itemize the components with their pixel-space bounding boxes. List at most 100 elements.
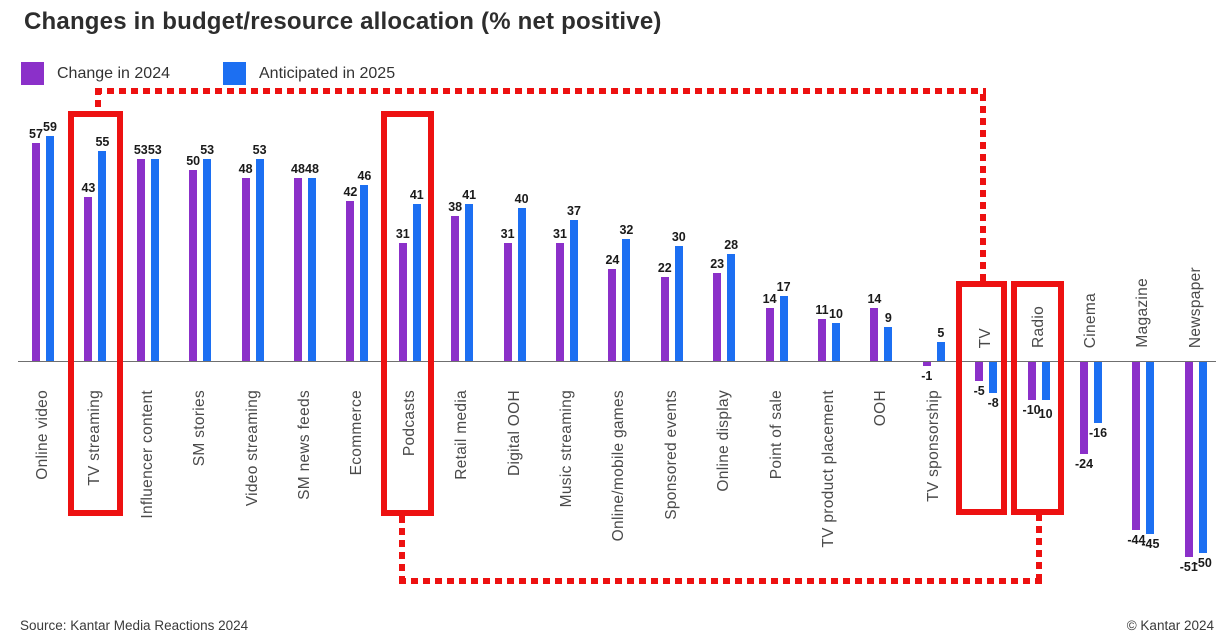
chart-title: Changes in budget/resource allocation (%… (24, 8, 662, 35)
bar-2025-sm-stories (203, 158, 212, 361)
category-label-online-mobile-games: Online/mobile games (610, 390, 628, 542)
value-label-2024-online-display: 23 (710, 257, 725, 272)
value-label-2024-ecommerce: 42 (343, 184, 358, 199)
value-label-2024-sm-stories: 50 (186, 154, 201, 168)
value-label-2025-online-mobile-games: 32 (619, 222, 634, 237)
value-label-2024-tv-product-placement: 11 (815, 302, 829, 317)
bar-2025-radio (1041, 362, 1050, 401)
value-label-2025-digital-ooh: 40 (514, 192, 529, 207)
highlight-box-tv-streaming (68, 111, 123, 516)
value-label-2025-ecommerce: 46 (357, 169, 372, 184)
bar-2025-online-display (727, 254, 736, 361)
bar-2025-tv-streaming (98, 150, 107, 361)
value-label-2024-point-of-sale: 14 (762, 291, 777, 306)
value-label-2024-tv-sponsorship: -1 (921, 368, 933, 383)
highlight-box-radio (1011, 281, 1064, 515)
dotted-connector-4 (399, 516, 405, 578)
bar-2025-video-streaming (255, 158, 264, 361)
bar-2025-sponsored-events (674, 246, 683, 361)
bar-2024-point-of-sale (765, 307, 774, 361)
value-label-2025-magazine: -45 (1141, 536, 1160, 551)
category-label-newspaper: Newspaper (1186, 266, 1204, 348)
bar-2024-sponsored-events (660, 276, 669, 361)
bar-2024-sm-stories (189, 170, 198, 361)
category-label-influencer-content: Influencer content (138, 390, 156, 519)
bar-2025-tv (989, 362, 998, 393)
value-label-2025-video-streaming: 53 (252, 142, 267, 157)
bar-2024-video-streaming (241, 177, 250, 361)
value-label-2025-tv-sponsorship: 5 (937, 325, 945, 340)
value-label-2025-tv: -8 (987, 395, 999, 410)
dotted-connector-1 (95, 88, 986, 94)
bar-2025-digital-ooh (517, 208, 526, 361)
bar-2025-point-of-sale (779, 296, 788, 361)
value-label-2025-point-of-sale: 17 (776, 280, 791, 295)
value-label-2024-retail-media: 38 (448, 199, 463, 214)
value-label-2025-retail-media: 41 (462, 188, 477, 203)
bar-2024-ecommerce (346, 200, 355, 361)
value-label-2025-online-display: 28 (724, 238, 739, 253)
category-label-cinema: Cinema (1082, 292, 1099, 348)
value-label-2025-sponsored-events: 30 (671, 230, 686, 245)
value-label-2024-ooh: 14 (867, 291, 882, 306)
value-label-2025-tv-product-placement: 10 (829, 306, 843, 321)
bar-2024-digital-ooh (503, 242, 512, 361)
value-label-2024-online-mobile-games: 24 (605, 253, 620, 268)
bar-2025-tv-product-placement (832, 322, 840, 361)
value-label-2025-radio: 10 (1038, 407, 1053, 422)
category-label-tv-sponsorship: TV sponsorship (924, 390, 942, 502)
value-label-2025-tv-streaming: 55 (95, 134, 110, 149)
value-label-2025-ooh: 9 (884, 310, 892, 325)
dotted-connector-2 (95, 88, 101, 113)
bar-2025-ooh (884, 326, 893, 361)
bar-2024-influencer-content (136, 158, 145, 361)
bar-2025-podcasts (412, 204, 421, 361)
bar-2025-cinema (1094, 362, 1102, 424)
category-label-ooh: OOH (872, 390, 890, 427)
value-label-2024-music-streaming: 31 (553, 226, 567, 241)
category-label-video-streaming: Video streaming (243, 390, 261, 507)
value-label-2024-sponsored-events: 22 (657, 260, 672, 275)
category-label-magazine: Magazine (1134, 278, 1152, 348)
bar-2024-tv-product-placement (818, 318, 826, 361)
value-label-2025-online-video: 59 (43, 119, 57, 134)
bar-2024-newspaper (1184, 362, 1193, 557)
bar-2024-online-display (713, 273, 722, 361)
category-label-digital-ooh: Digital OOH (505, 390, 523, 476)
dotted-connector-3 (980, 94, 986, 282)
category-label-sponsored-events: Sponsored events (662, 390, 680, 520)
category-label-online-video: Online video (34, 390, 51, 480)
category-label-sm-news-feeds: SM news feeds (296, 390, 313, 500)
bar-2024-podcasts (398, 242, 407, 361)
value-label-2025-cinema: -16 (1088, 426, 1108, 441)
dotted-connector-5 (399, 578, 1042, 584)
bar-2024-music-streaming (556, 242, 564, 361)
value-label-2024-tv-streaming: 43 (81, 180, 96, 195)
bar-2024-online-video (32, 143, 40, 361)
bar-2025-newspaper (1198, 362, 1207, 553)
bar-2024-online-mobile-games (608, 269, 617, 361)
value-label-2024-sm-news-feeds: 48 (291, 161, 305, 176)
value-label-2024-newspaper: -51 (1179, 559, 1198, 574)
value-label-2025-sm-news-feeds: 48 (305, 161, 319, 176)
value-label-2024-digital-ooh: 31 (500, 226, 515, 241)
highlight-box-podcasts (381, 111, 434, 516)
value-label-2025-influencer-content: 53 (147, 142, 162, 157)
value-label-2024-cinema: -24 (1074, 456, 1094, 471)
value-label-2024-tv: -5 (973, 384, 985, 399)
bar-2024-tv-streaming (84, 196, 93, 361)
category-label-ecommerce: Ecommerce (348, 390, 366, 476)
legend-label-2025: Anticipated in 2025 (259, 65, 396, 82)
category-label-online-display: Online display (715, 390, 733, 492)
bar-2024-retail-media (451, 215, 460, 361)
value-label-2025-newspaper: -50 (1193, 556, 1212, 570)
value-label-2024-radio: -10 (1022, 403, 1041, 418)
x-axis-line (18, 361, 1216, 362)
bar-2024-tv (975, 362, 984, 382)
category-label-sm-stories: SM stories (191, 390, 209, 467)
bar-2025-retail-media (465, 204, 474, 361)
bar-2024-radio (1027, 362, 1036, 401)
category-label-point-of-sale: Point of sale (767, 390, 785, 480)
value-label-2024-influencer-content: 53 (133, 142, 148, 157)
dotted-connector-6 (1036, 514, 1042, 578)
